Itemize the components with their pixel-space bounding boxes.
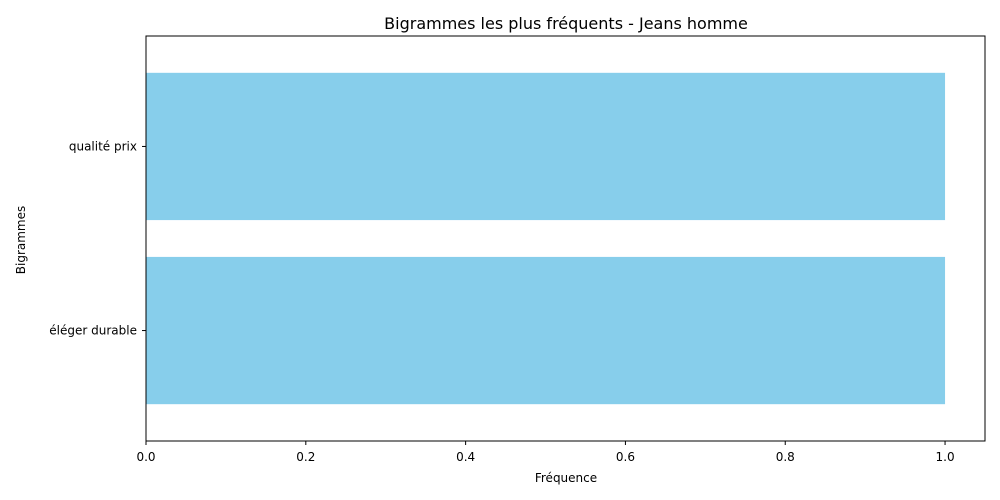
x-tick-label: 1.0 (936, 450, 955, 464)
bar-1 (146, 72, 946, 221)
y-tick-label: qualité prix (69, 139, 137, 153)
bar-0 (146, 256, 946, 405)
x-tick-label: 0.4 (456, 450, 475, 464)
x-axis-label: Fréquence (535, 471, 597, 485)
x-tick-label: 0.8 (776, 450, 795, 464)
y-tick-label: éléger durable (49, 324, 137, 338)
x-tick-label: 0.6 (616, 450, 635, 464)
chart-title: Bigrammes les plus fréquents - Jeans hom… (384, 14, 748, 33)
plot-frame (145, 35, 986, 442)
x-axis-ticks: 0.0 0.2 0.4 0.6 0.8 1.0 (136, 441, 955, 464)
y-axis-ticks: éléger durable qualité prix (49, 139, 146, 338)
bars-layer (146, 72, 946, 405)
x-tick-label: 0.0 (136, 450, 155, 464)
y-axis-label: Bigrammes (14, 206, 28, 274)
x-tick-label: 0.2 (296, 450, 315, 464)
